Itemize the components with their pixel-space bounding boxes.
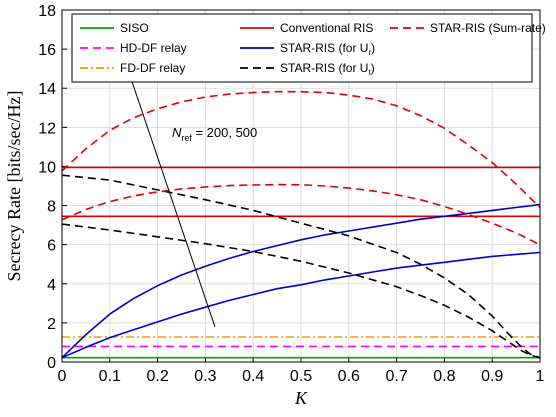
series-line-5: [61, 203, 541, 359]
x-tick-label: 0.1: [99, 368, 121, 385]
y-tick-label: 18: [38, 3, 56, 20]
x-tick-label: 0: [58, 368, 67, 385]
y-tick-label: 10: [38, 159, 56, 176]
annotation: Nref = 200, 500: [128, 72, 257, 327]
x-tick-label: 0.7: [385, 368, 407, 385]
plot-frame: [61, 9, 541, 363]
y-tick-label: 6: [47, 238, 56, 255]
legend-label: Conventional RIS: [280, 21, 373, 35]
legend-label: SISO: [120, 21, 149, 35]
legend-label: STAR-RIS (for Ur): [280, 41, 375, 57]
series-line-6: [61, 251, 541, 359]
series-lines: [61, 90, 541, 359]
x-tick-label: 1: [536, 368, 545, 385]
legend-box: [71, 13, 533, 83]
x-tick-label: 0.8: [433, 368, 455, 385]
x-tick-label: 0.5: [290, 368, 312, 385]
y-tick-label: 2: [47, 316, 56, 333]
series-line-7: [61, 174, 541, 359]
y-axis-label: Secrecy Rate [bits/sec/Hz]: [4, 91, 24, 282]
y-tick-label: 16: [38, 42, 56, 59]
x-tick-label: 0.9: [481, 368, 503, 385]
y-tick-label: 12: [38, 120, 56, 137]
legend-label: STAR-RIS (Sum-rate): [430, 21, 546, 35]
annotation-label: Nref = 200, 500: [172, 125, 257, 143]
series-line-8: [61, 223, 541, 359]
legend-label: HD-DF relay: [120, 41, 187, 55]
legend: SISO Conventional RIS STAR-RIS (Sum-rate) H…: [71, 13, 546, 83]
x-tick-label: 0.2: [146, 368, 168, 385]
annotation-arrow-shaft: [128, 72, 216, 327]
y-tick-label: 8: [47, 199, 56, 216]
x-tick-label: 0.3: [194, 368, 216, 385]
series-line-9: [61, 90, 541, 209]
legend-label: STAR-RIS (for Ut): [280, 61, 375, 77]
y-tick-label: 14: [38, 81, 56, 98]
y-tick-label: 4: [47, 277, 56, 294]
x-axis-label: K: [294, 388, 308, 408]
series-line-10: [61, 183, 541, 246]
y-tick-label: 0: [47, 355, 56, 372]
x-tick-label: 0.6: [338, 368, 360, 385]
x-tick-label: 0.4: [242, 368, 264, 385]
tick-labels: 0 0.1 0.2 0.3 0.4 0.5 0.6 0.7 0.8 0.9 102468101214…: [38, 3, 544, 385]
legend-label: FD-DF relay: [120, 61, 185, 75]
